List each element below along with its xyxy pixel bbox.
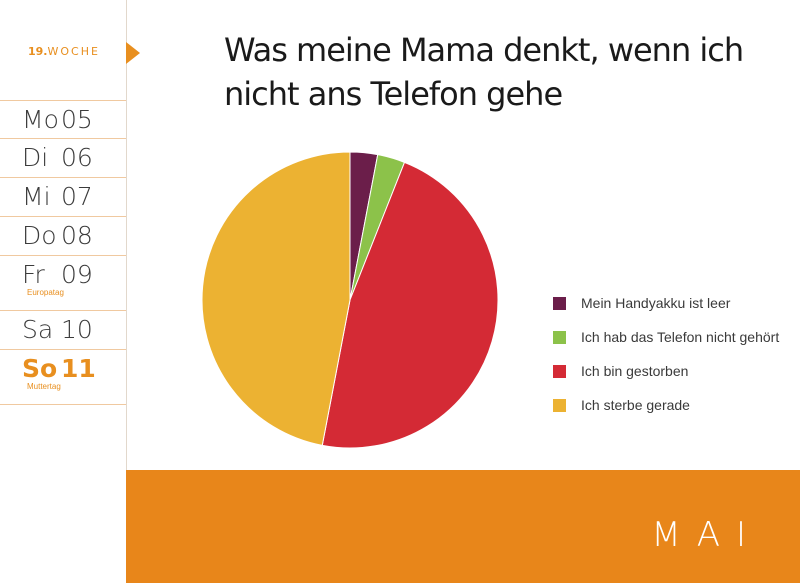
week-indicator: 19.WOCHE: [28, 45, 100, 58]
day-number: 11: [61, 354, 96, 383]
legend-swatch: [553, 297, 566, 310]
day-row: Do 08: [0, 217, 126, 256]
week-label: WOCHE: [47, 45, 100, 58]
legend-label: Mein Handyakku ist leer: [581, 295, 731, 311]
pie-slice-4: [201, 151, 351, 446]
day-number: 09: [61, 260, 93, 289]
day-row: Mi 07: [0, 178, 126, 217]
legend-label: Ich hab das Telefon nicht gehört: [581, 329, 780, 345]
month-label: MAI: [651, 515, 762, 555]
chart-title: Was meine Mama denkt, wenn ich nicht ans…: [224, 31, 744, 113]
day-note: Europatag: [27, 288, 64, 297]
pie-chart: [201, 151, 499, 449]
day-name: Sa: [22, 315, 54, 344]
day-name: Mo: [22, 105, 59, 134]
legend-item: Ich hab das Telefon nicht gehört: [553, 327, 783, 347]
day-name: Fr: [22, 260, 45, 289]
day-number: 10: [61, 315, 93, 344]
legend-label: Ich bin gestorben: [581, 363, 689, 379]
day-number: 05: [61, 105, 93, 134]
week-number: 19.: [28, 45, 48, 58]
chart-legend: Mein Handyakku ist leer Ich hab das Telef…: [553, 293, 783, 429]
legend-item: Mein Handyakku ist leer: [553, 293, 783, 313]
day-row: Di 06: [0, 139, 126, 178]
week-sidebar: 19.WOCHE Mo 05 Di 06 Mi 07 Do 08 Fr 09 Europatag Sa…: [0, 0, 127, 583]
day-row: Sa 10: [0, 311, 126, 350]
day-name: So: [22, 354, 58, 383]
day-row: So 11 Muttertag: [0, 350, 126, 405]
legend-swatch: [553, 365, 566, 378]
legend-swatch: [553, 331, 566, 344]
pie-slice-3: [321, 161, 499, 449]
day-number: 07: [61, 182, 93, 211]
legend-item: Ich bin gestorben: [553, 361, 783, 381]
day-number: 08: [61, 221, 93, 250]
day-row: Fr 09 Europatag: [0, 256, 126, 311]
day-row: Mo 05: [0, 100, 126, 139]
legend-swatch: [553, 399, 566, 412]
day-name: Do: [22, 221, 57, 250]
week-marker-icon: [126, 42, 140, 64]
day-name: Di: [22, 143, 49, 172]
day-note: Muttertag: [27, 382, 61, 391]
day-name: Mi: [22, 182, 51, 211]
month-band: [126, 470, 800, 583]
legend-item: Ich sterbe gerade: [553, 395, 783, 415]
legend-label: Ich sterbe gerade: [581, 397, 690, 413]
day-number: 06: [61, 143, 93, 172]
day-list: Mo 05 Di 06 Mi 07 Do 08 Fr 09 Europatag Sa 10 So 11 Mut…: [0, 100, 126, 405]
